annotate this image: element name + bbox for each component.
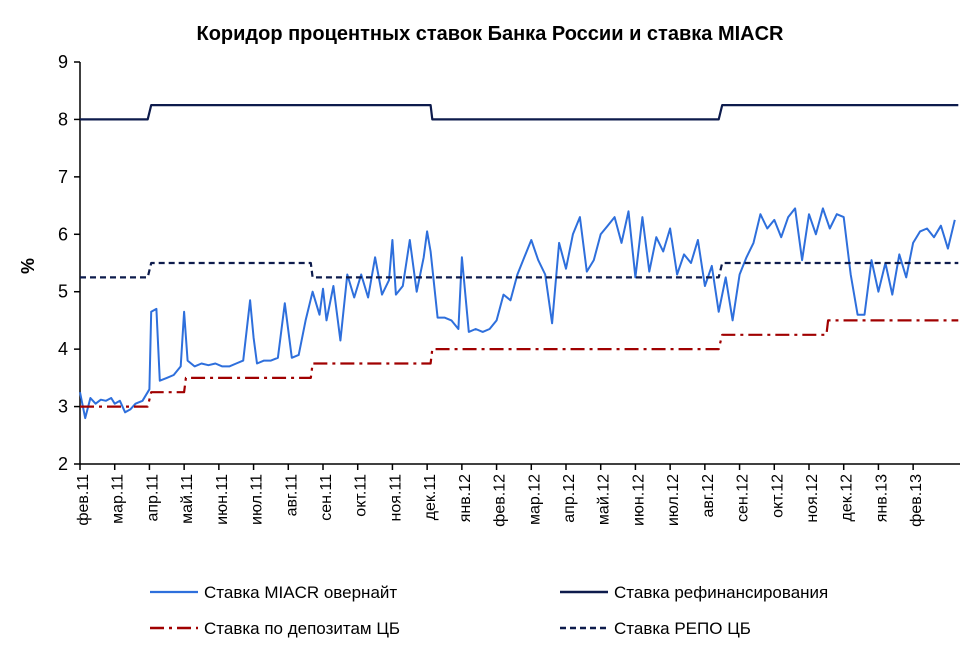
series-line-refinancing xyxy=(80,103,959,121)
x-tick-label: мар.12 xyxy=(526,474,543,525)
x-tick-label: дек.12 xyxy=(839,474,856,522)
series-line-repo xyxy=(80,261,959,279)
x-tick-label: янв.12 xyxy=(457,474,474,522)
x-tick-label: июл.12 xyxy=(665,474,682,526)
legend-label-deposit: Ставка по депозитам ЦБ xyxy=(204,619,400,638)
x-tick-label: фев.11 xyxy=(75,474,92,526)
y-tick-label: 7 xyxy=(58,167,68,187)
x-tick-label: май.11 xyxy=(179,474,196,524)
x-tick-label: окт.11 xyxy=(353,474,370,517)
x-tick-label: июл.11 xyxy=(249,474,266,525)
legend-label-miacr: Ставка MIACR овернайт xyxy=(204,583,397,602)
x-tick-label: сен.12 xyxy=(735,474,752,522)
legend-label-refinancing: Ставка рефинансирования xyxy=(614,583,828,602)
x-tick-label: фев.13 xyxy=(908,474,925,527)
x-tick-label: июн.11 xyxy=(214,474,231,525)
legend-label-repo: Ставка РЕПО ЦБ xyxy=(614,619,751,638)
x-tick-label: сен.11 xyxy=(318,474,335,521)
plot-area: 2 3 4 5 6 7 8 9 фев.11 мар.11 апр.11 май.11 июн.11 ию… xyxy=(58,52,960,527)
x-tick-label: апр.12 xyxy=(561,474,578,523)
y-tick-label: 3 xyxy=(58,397,68,417)
x-tick-label: мар.11 xyxy=(110,474,127,524)
y-tick-label: 2 xyxy=(58,454,68,474)
y-tick-label: 4 xyxy=(58,339,68,359)
y-tick-label: 6 xyxy=(58,224,68,244)
x-tick-label: авг.11 xyxy=(283,474,300,516)
y-axis-label: % xyxy=(18,258,38,274)
x-tick-label: ноя.12 xyxy=(804,474,821,523)
y-tick-label: 9 xyxy=(58,52,68,72)
x-tick-label: май.12 xyxy=(596,474,613,525)
chart-title: Коридор процентных ставок Банка России и… xyxy=(196,23,784,45)
x-tick-label: окт.12 xyxy=(769,474,786,518)
y-tick-label: 8 xyxy=(58,109,68,129)
series-line-miacr xyxy=(79,207,956,420)
x-tick-label: апр.11 xyxy=(144,474,161,522)
x-tick-label: июн.12 xyxy=(630,474,647,526)
x-tick-label: ноя.11 xyxy=(387,474,404,522)
x-tick-label: авг.12 xyxy=(700,474,717,518)
y-tick-label: 5 xyxy=(58,282,68,302)
x-tick-label: дек.11 xyxy=(422,474,439,520)
x-tick-label: фев.12 xyxy=(492,474,509,527)
legend: Ставка MIACR овернайт Ставка рефинансиров… xyxy=(150,583,828,638)
x-tick-label: янв.13 xyxy=(873,474,890,522)
series-line-deposit xyxy=(80,319,959,408)
